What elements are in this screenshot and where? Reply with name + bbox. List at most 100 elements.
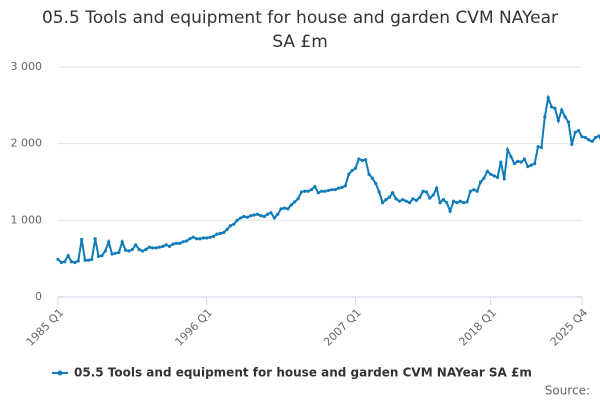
data-point [161,244,165,248]
data-point [347,172,351,176]
data-point [282,206,287,210]
data-point [73,260,77,265]
data-point [195,237,199,241]
data-point [83,258,87,262]
data-point [394,197,398,201]
data-point [485,169,489,173]
data-point [597,134,600,138]
data-point [414,198,418,202]
data-point [147,245,151,249]
data-point [387,195,391,199]
data-point [56,257,60,262]
data-point [140,249,145,253]
data-point [320,189,324,193]
data-point [590,139,594,143]
data-point [401,198,405,202]
data-point [235,218,239,222]
data-point [326,188,331,193]
data-point [309,188,314,192]
data-point [201,236,205,240]
data-point [462,201,466,205]
data-point [391,191,395,195]
data-point [286,207,290,211]
data-point [478,180,483,184]
data-point [151,246,155,250]
data-point [110,252,114,256]
data-point [228,224,233,228]
data-point [93,237,97,241]
data-point [435,186,439,190]
data-point [411,197,415,201]
data-point [499,160,503,164]
data-point [215,232,219,236]
data-point [167,244,172,248]
data-point [516,159,520,163]
data-point [353,166,358,170]
data-point [566,120,571,124]
data-point [583,135,587,140]
data-point [252,213,256,217]
data-point [184,239,189,243]
data-point [272,216,276,220]
data-point [80,237,84,242]
data-point [431,193,435,197]
data-point [134,243,138,247]
data-point [336,186,341,190]
data-point [458,199,462,203]
data-point [130,247,134,252]
data-point [117,250,121,255]
data-point [374,181,378,186]
y-tick-label: 0 [35,290,42,303]
data-point [293,200,297,204]
data-point [313,185,317,189]
data-point [238,216,243,220]
x-tick-label: 2025 Q4 [548,306,591,349]
data-point [124,248,128,252]
data-point [495,175,500,179]
data-point [367,172,371,176]
x-tick-label: 2018 Q1 [456,306,499,349]
data-point [164,243,168,247]
data-point [255,212,260,216]
y-tick-label: 2 000 [11,137,43,150]
data-point [350,168,354,173]
data-point [549,105,554,109]
series-line [57,93,600,264]
data-point [522,157,527,161]
data-point [86,258,91,262]
data-point [303,189,307,193]
data-point [69,260,74,264]
data-point [181,240,185,244]
data-point [556,119,560,123]
data-point [279,207,283,211]
data-point [539,145,544,150]
data-point [323,189,327,193]
data-point [563,115,567,119]
data-point [63,260,67,264]
data-point [296,197,300,201]
data-point [198,237,202,241]
data-point [573,130,577,134]
source: Source: [545,384,590,398]
x-tick-label: 2007 Q1 [321,306,364,349]
data-point [543,115,547,119]
data-point [333,188,337,192]
data-point [90,257,94,262]
data-point [245,215,249,219]
data-point [266,212,270,216]
data-point [384,198,388,202]
data-point [465,200,469,204]
data-point [360,158,364,163]
data-point [191,235,195,239]
data-point [76,259,80,263]
data-point [96,254,101,258]
data-point [103,249,107,253]
data-point [289,203,293,207]
data-point [171,242,175,246]
data-point [418,195,422,199]
data-point [526,165,530,169]
y-tick-label: 3 000 [11,60,43,73]
x-tick-label: 1985 Q1 [24,306,67,349]
data-point [377,190,381,194]
